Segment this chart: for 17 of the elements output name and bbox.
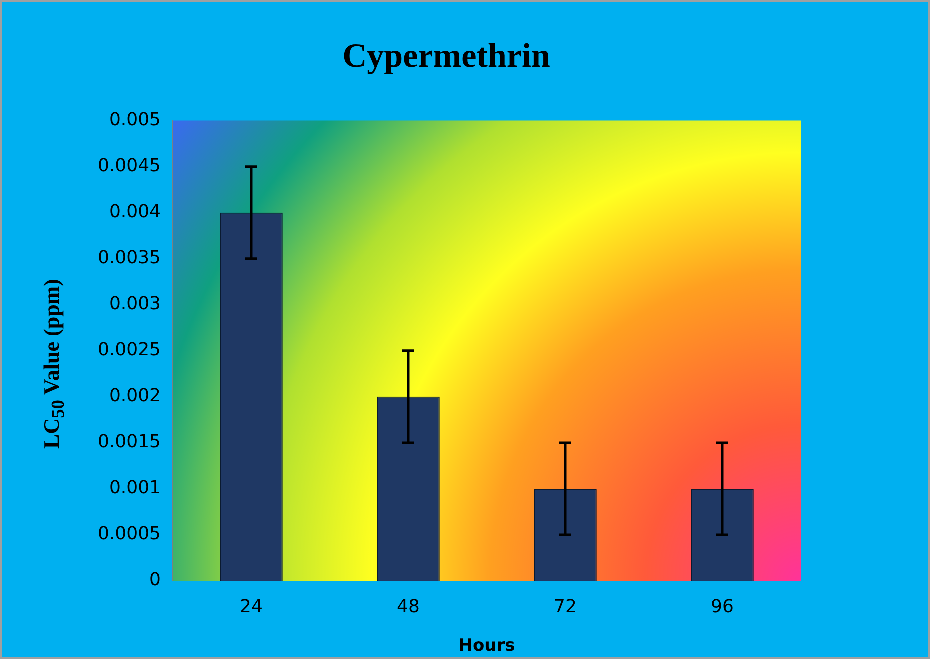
y-tick-label: 0 [150, 570, 161, 591]
x-tick-label: 96 [711, 596, 734, 618]
y-tick-label: 0.0035 [98, 248, 161, 269]
x-tick-label: 24 [240, 596, 263, 618]
y-tick-label: 0.0015 [98, 432, 161, 453]
x-tick-label: 72 [554, 596, 577, 618]
y-tick-label: 0.002 [109, 386, 161, 407]
x-tick-label: 48 [397, 596, 420, 618]
chart-title: Cypermethrin [342, 38, 550, 76]
y-tick-label: 0.0025 [98, 340, 161, 361]
y-tick-label: 0.001 [109, 478, 161, 499]
x-axis-title: Hours [458, 636, 516, 656]
y-tick-label: 0.004 [109, 202, 161, 223]
y-tick-label: 0.0005 [98, 524, 161, 545]
y-tick-label: 0.0045 [98, 155, 161, 176]
y-tick-label: 0.005 [109, 109, 161, 130]
y-tick-label: 0.003 [109, 294, 161, 315]
